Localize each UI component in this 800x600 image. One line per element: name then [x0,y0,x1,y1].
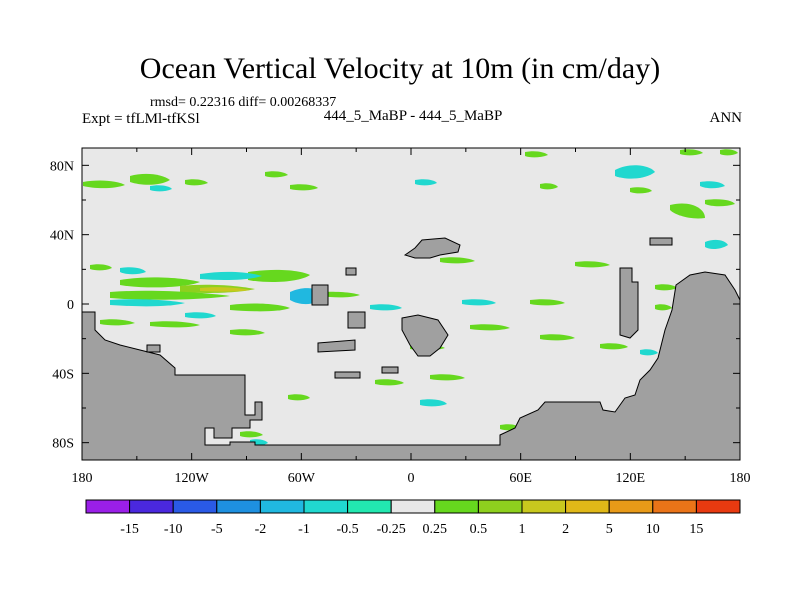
y-tick-label: 80N [50,159,74,174]
colorbar-label: 10 [646,522,660,537]
colorbar-label: 5 [606,522,613,537]
colorbar-segment [129,499,174,514]
colorbar-segment [259,499,305,514]
colorbar-label: 0.5 [470,522,488,537]
x-tick-label: 180 [730,471,751,486]
chart-title: Ocean Vertical Velocity at 10m (in cm/da… [139,52,661,85]
colorbar-segment [303,499,349,514]
colorbar-segment [608,499,654,514]
y-tick-label: 0 [67,298,74,313]
x-tick-label: 60E [509,471,532,486]
case-label: 444_5_MaBP - 444_5_MaBP [323,108,503,124]
stats-label: rmsd= 0.22316 diff= 0.00268337 [150,95,337,110]
x-tick-label: 120E [616,471,646,486]
colorbar-segment [521,499,567,514]
colorbar-label: -15 [120,522,139,537]
colorbar-segment [565,499,610,514]
colorbar-label: 0.25 [423,522,448,537]
colorbar-label: -5 [211,522,223,537]
colorbar-segment [695,499,741,514]
expt-label: Expt = tfLMl-tfKSl [82,111,200,127]
colorbar-label: 1 [519,522,526,537]
colorbar-label: -2 [255,522,267,537]
colorbar-segment [216,499,261,514]
colorbar-label: 2 [562,522,569,537]
plot-area [81,147,741,461]
colorbar-segment [172,499,218,514]
colorbar-segment [85,499,131,514]
x-tick-label: 60W [288,471,316,486]
colorbar-label: -0.5 [337,522,359,537]
axes: 180 120W 60W 0 60E 120E 180 80N 40N 0 40S 80S [50,148,751,486]
positive-anomalies [83,149,738,438]
x-tick-label: 120W [175,471,210,486]
colorbar-segment [434,499,479,514]
y-tick-label: 80S [52,437,74,452]
y-tick-label: 40N [50,229,74,244]
season-label: ANN [709,110,743,126]
colorbar-segment [347,499,392,514]
x-tick-label: 180 [72,471,93,486]
colorbar-label: 15 [689,522,703,537]
colorbar-label: -0.25 [377,522,406,537]
x-tick-label: 0 [408,471,415,486]
colorbar-label: -10 [164,522,183,537]
colorbar-segment [652,499,697,514]
colorbar: -15 -10 -5 -2 -1 -0.5 -0.25 0.25 0.5 1 2 5 10 15 [85,499,741,537]
colorbar-segment [477,499,523,514]
colorbar-segment [390,499,436,514]
y-tick-label: 40S [52,367,74,382]
land-masses [81,237,741,461]
colorbar-label: -1 [298,522,310,537]
